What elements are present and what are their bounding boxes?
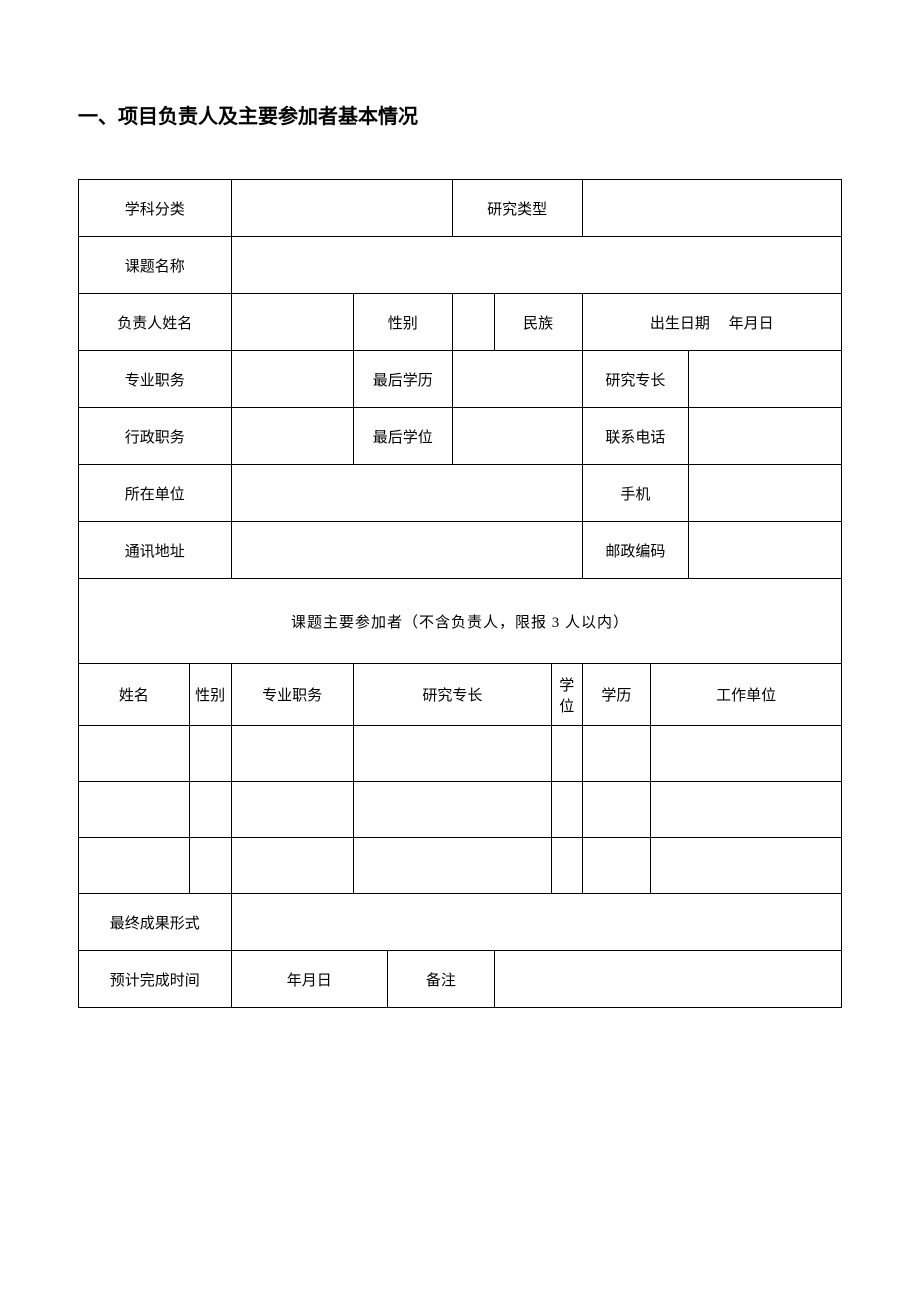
- participant-name: [79, 782, 190, 838]
- value-phone: [689, 408, 842, 465]
- table-row: 专业职务 最后学历 研究专长: [79, 351, 842, 408]
- value-leader-name: [231, 294, 353, 351]
- col-header-workunit: 工作单位: [651, 664, 842, 726]
- col-header-gender: 性别: [189, 664, 231, 726]
- label-est-complete: 预计完成时间: [79, 951, 232, 1008]
- participant-degree: [552, 838, 583, 894]
- participant-gender: [189, 726, 231, 782]
- table-row: 最终成果形式: [79, 894, 842, 951]
- participant-edu: [582, 782, 651, 838]
- label-last-degree: 最后学位: [353, 408, 452, 465]
- participant-edu: [582, 838, 651, 894]
- col-header-edu: 学历: [582, 664, 651, 726]
- label-admin-title: 行政职务: [79, 408, 232, 465]
- table-row: 课题名称: [79, 237, 842, 294]
- table-row: 通讯地址 邮政编码: [79, 522, 842, 579]
- table-row: 行政职务 最后学位 联系电话: [79, 408, 842, 465]
- col-header-name: 姓名: [79, 664, 190, 726]
- participant-gender: [189, 838, 231, 894]
- table-row: 所在单位 手机: [79, 465, 842, 522]
- label-last-edu: 最后学历: [353, 351, 452, 408]
- table-row: [79, 838, 842, 894]
- participant-specialty: [353, 782, 551, 838]
- label-phone: 联系电话: [582, 408, 689, 465]
- participant-pro-title: [231, 838, 353, 894]
- label-ethnicity: 民族: [494, 294, 582, 351]
- label-gender: 性别: [353, 294, 452, 351]
- value-address: [231, 522, 582, 579]
- participant-gender: [189, 782, 231, 838]
- participant-degree: [552, 726, 583, 782]
- value-pro-title: [231, 351, 353, 408]
- participant-pro-title: [231, 726, 353, 782]
- table-row: 预计完成时间 年月日 备注: [79, 951, 842, 1008]
- table-row: 课题主要参加者（不含负责人，限报 3 人以内）: [79, 579, 842, 664]
- value-unit: [231, 465, 582, 522]
- participant-workunit: [651, 782, 842, 838]
- label-birthdate: 出生日期 年月日: [582, 294, 841, 351]
- col-header-degree: 学位: [552, 664, 583, 726]
- col-header-pro-title: 专业职务: [231, 664, 353, 726]
- value-research-type: [582, 180, 841, 237]
- participant-specialty: [353, 726, 551, 782]
- participant-workunit: [651, 838, 842, 894]
- table-row: [79, 782, 842, 838]
- value-mobile: [689, 465, 842, 522]
- table-row: 负责人姓名 性别 民族 出生日期 年月日: [79, 294, 842, 351]
- label-research-type: 研究类型: [452, 180, 582, 237]
- participant-pro-title: [231, 782, 353, 838]
- value-remark: [494, 951, 841, 1008]
- value-last-degree: [452, 408, 582, 465]
- value-postcode: [689, 522, 842, 579]
- label-postcode: 邮政编码: [582, 522, 689, 579]
- col-header-specialty: 研究专长: [353, 664, 551, 726]
- table-row: 学科分类 研究类型: [79, 180, 842, 237]
- value-est-complete: 年月日: [231, 951, 387, 1008]
- value-specialty: [689, 351, 842, 408]
- label-subject-category: 学科分类: [79, 180, 232, 237]
- label-mobile: 手机: [582, 465, 689, 522]
- participant-name: [79, 838, 190, 894]
- participant-edu: [582, 726, 651, 782]
- value-final-form: [231, 894, 841, 951]
- participant-specialty: [353, 838, 551, 894]
- participant-degree: [552, 782, 583, 838]
- label-final-form: 最终成果形式: [79, 894, 232, 951]
- label-project-name: 课题名称: [79, 237, 232, 294]
- value-gender: [452, 294, 494, 351]
- value-admin-title: [231, 408, 353, 465]
- label-remark: 备注: [387, 951, 494, 1008]
- table-row: 姓名 性别 专业职务 研究专长 学位 学历 工作单位: [79, 664, 842, 726]
- value-project-name: [231, 237, 841, 294]
- label-pro-title: 专业职务: [79, 351, 232, 408]
- label-leader-name: 负责人姓名: [79, 294, 232, 351]
- label-address: 通讯地址: [79, 522, 232, 579]
- section-heading: 一、项目负责人及主要参加者基本情况: [78, 100, 842, 129]
- participant-workunit: [651, 726, 842, 782]
- info-table: 学科分类 研究类型 课题名称 负责人姓名 性别 民族 出生日期 年月日 专业职务…: [78, 179, 842, 1008]
- value-last-edu: [452, 351, 582, 408]
- participants-banner: 课题主要参加者（不含负责人，限报 3 人以内）: [79, 579, 842, 664]
- value-subject-category: [231, 180, 452, 237]
- label-specialty: 研究专长: [582, 351, 689, 408]
- label-unit: 所在单位: [79, 465, 232, 522]
- table-row: [79, 726, 842, 782]
- participant-name: [79, 726, 190, 782]
